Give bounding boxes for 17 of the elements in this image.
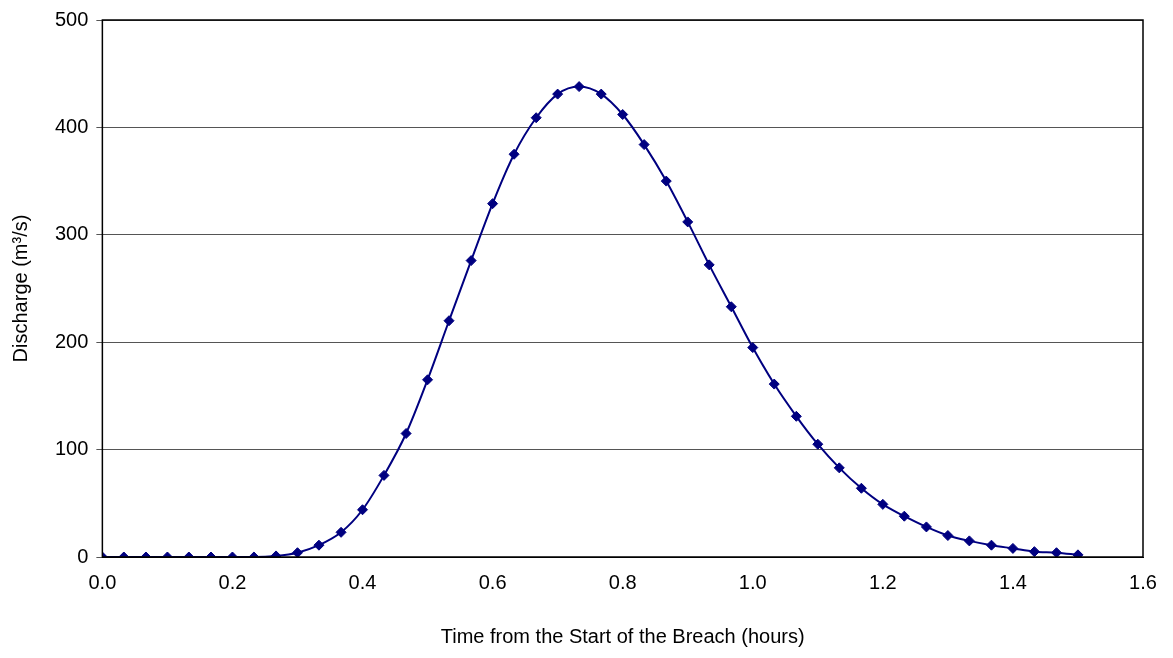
y-tick-label: 300 xyxy=(54,222,89,245)
x-tick-label: 0.0 xyxy=(88,570,117,593)
y-tick-label: 400 xyxy=(54,114,89,137)
y-tick-label: 500 xyxy=(54,7,89,30)
x-tick-label: 1.6 xyxy=(1129,570,1157,593)
x-tick-label: 1.4 xyxy=(999,570,1027,593)
y-axis-title: Discharge (m³/s) xyxy=(8,214,31,363)
x-tick-label: 1.0 xyxy=(738,570,767,593)
x-tick-label: 0.6 xyxy=(478,570,507,593)
x-tick-label: 0.4 xyxy=(348,570,377,593)
x-tick-label: 0.2 xyxy=(218,570,247,593)
x-tick-label: 1.2 xyxy=(868,570,897,593)
x-tick-label: 0.8 xyxy=(608,570,637,593)
y-tick-label: 100 xyxy=(54,437,89,460)
x-axis-title: Time from the Start of the Breach (hours) xyxy=(440,624,805,647)
y-tick-label: 200 xyxy=(54,329,89,352)
y-tick-label: 0 xyxy=(77,544,89,567)
